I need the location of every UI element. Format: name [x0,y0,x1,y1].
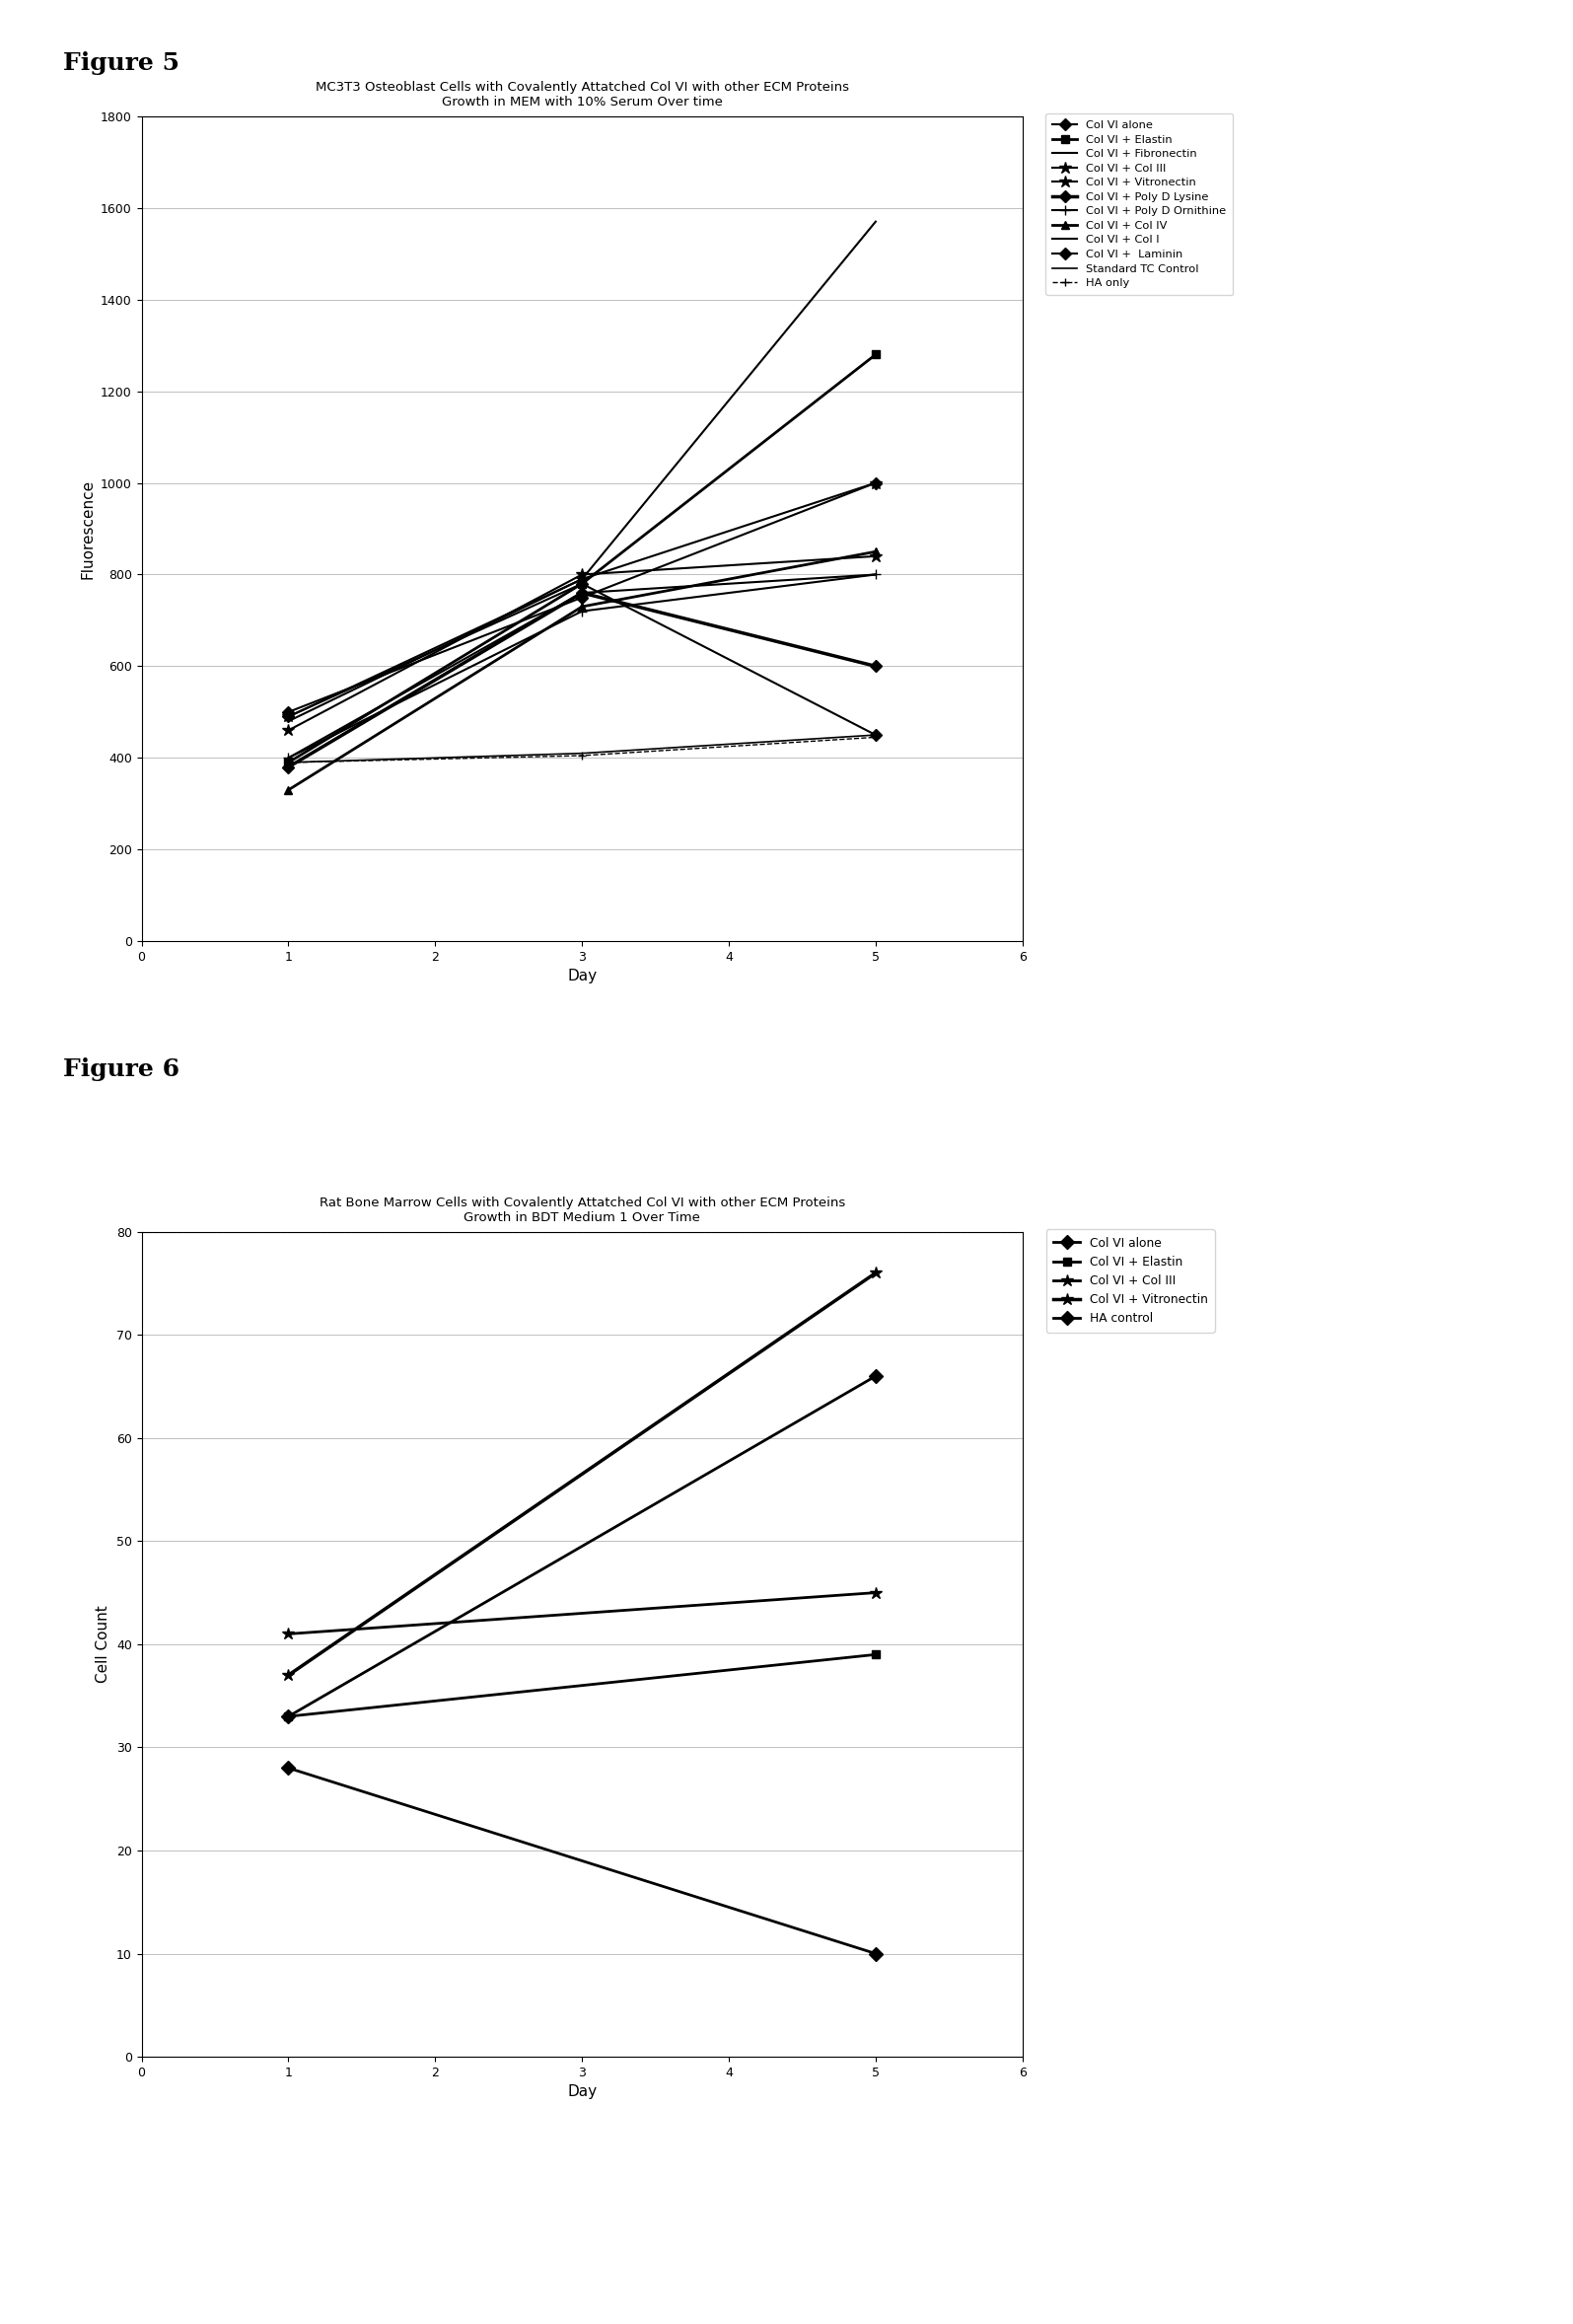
Col VI + Col I [573,579,591,607]
Col VI + Elastin [278,1703,297,1731]
Col VI + Vitronectin [278,716,297,744]
Line: HA control: HA control [283,1764,881,1959]
Col VI alone [278,697,297,725]
Line: Col VI + Poly D Ornithine: Col VI + Poly D Ornithine [283,569,881,762]
Line: Col VI + Elastin: Col VI + Elastin [285,351,879,767]
Line: Col VI + Col I: Col VI + Col I [288,574,876,758]
Line: Col VI alone: Col VI alone [285,479,879,716]
Col VI + Col III [867,1578,886,1606]
Line: Col VI + Poly D Lysine: Col VI + Poly D Lysine [285,588,879,772]
Line: Col VI alone: Col VI alone [283,1371,881,1722]
Col VI + Elastin [573,569,591,597]
Col VI +  Laminin [573,569,591,597]
Col VI + Vitronectin [867,1260,886,1287]
Y-axis label: Fluorescence: Fluorescence [80,479,94,579]
Col VI + Col III [278,702,297,730]
Col VI +  Laminin [867,720,886,748]
Col VI + Poly D Lysine [278,753,297,781]
HA only [278,748,297,776]
HA control [867,1941,886,1968]
Col VI + Vitronectin [278,1662,297,1690]
Line: Col VI + Col IV: Col VI + Col IV [285,548,879,795]
Col VI + Elastin [867,1641,886,1669]
Col VI + Elastin [867,342,886,370]
Col VI + Col III [573,565,591,593]
Line: Col VI + Col III: Col VI + Col III [282,476,882,723]
HA only [573,741,591,769]
Legend: Col VI alone, Col VI + Elastin, Col VI + Fibronectin, Col VI + Col III, Col VI +: Col VI alone, Col VI + Elastin, Col VI +… [1046,114,1233,295]
Line: Col VI + Vitronectin: Col VI + Vitronectin [282,1267,882,1680]
Text: Figure 5: Figure 5 [63,51,179,74]
Text: Figure 6: Figure 6 [63,1057,179,1081]
Col VI + Poly D Lysine [867,653,886,681]
Col VI + Fibronectin [573,565,591,593]
Col VI + Fibronectin [278,706,297,734]
Col VI + Col IV [867,537,886,565]
Line: Col VI + Vitronectin: Col VI + Vitronectin [282,551,882,737]
X-axis label: Day: Day [568,969,596,983]
Col VI + Fibronectin [867,207,886,235]
Col VI + Elastin [278,748,297,776]
Line: Col VI + Elastin: Col VI + Elastin [285,1650,879,1720]
Col VI + Col III [867,469,886,497]
Col VI + Col IV [278,776,297,804]
Legend: Col VI alone, Col VI + Elastin, Col VI + Col III, Col VI + Vitronectin, HA contr: Col VI alone, Col VI + Elastin, Col VI +… [1046,1229,1214,1332]
Standard TC Control [573,739,591,767]
Standard TC Control [867,720,886,748]
Col VI + Poly D Ornithine [867,560,886,588]
HA control [278,1755,297,1783]
Col VI + Col I [278,744,297,772]
Title: Rat Bone Marrow Cells with Covalently Attatched Col VI with other ECM Proteins
G: Rat Bone Marrow Cells with Covalently At… [319,1197,845,1225]
Col VI alone [867,1362,886,1390]
Col VI + Col I [867,560,886,588]
Line: Col VI +  Laminin: Col VI + Laminin [285,579,879,739]
HA only [867,723,886,751]
Col VI + Poly D Ornithine [573,597,591,625]
Col VI alone [867,469,886,497]
Line: Col VI + Fibronectin: Col VI + Fibronectin [288,221,876,720]
Col VI + Col III [278,1620,297,1648]
Col VI +  Laminin [278,702,297,730]
Col VI alone [278,1703,297,1731]
Col VI + Poly D Ornithine [278,744,297,772]
Col VI alone [573,583,591,611]
Col VI + Vitronectin [867,541,886,569]
Y-axis label: Cell Count: Cell Count [96,1606,110,1683]
Col VI + Poly D Lysine [573,579,591,607]
Col VI + Vitronectin [573,560,591,588]
Line: Standard TC Control: Standard TC Control [288,734,876,762]
Standard TC Control [278,748,297,776]
Line: HA only: HA only [285,732,879,767]
X-axis label: Day: Day [568,2085,596,2099]
Title: MC3T3 Osteoblast Cells with Covalently Attatched Col VI with other ECM Proteins
: MC3T3 Osteoblast Cells with Covalently A… [315,81,849,109]
Col VI + Col IV [573,593,591,621]
Line: Col VI + Col III: Col VI + Col III [282,1587,882,1641]
